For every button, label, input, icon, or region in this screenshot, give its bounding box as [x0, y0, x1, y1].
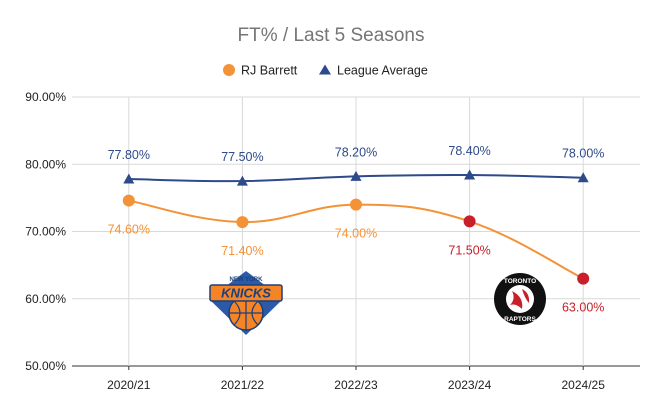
data-point-league-average: [123, 173, 135, 184]
data-label-rj-barrett: 74.00%: [335, 227, 377, 241]
data-point-league-average: [577, 172, 589, 183]
y-tick-label: 90.00%: [25, 90, 66, 104]
data-point-league-average: [350, 170, 362, 181]
legend-label-league-average: League Average: [337, 64, 428, 78]
y-tick-label: 70.00%: [25, 225, 66, 239]
x-axis: 2020/21 2021/22 2022/23 2023/24 2024/25: [107, 366, 605, 392]
grid: [72, 96, 640, 367]
data-point-rj-barrett: [236, 216, 249, 229]
x-tick-label: 2024/25: [562, 378, 606, 392]
chart-title: FT% / Last 5 Seasons: [238, 25, 425, 46]
x-tick-label: 2022/23: [334, 378, 378, 392]
legend: RJ Barrett League Average: [223, 64, 428, 78]
y-tick-label: 80.00%: [25, 157, 66, 171]
y-tick-label: 50.00%: [25, 359, 66, 373]
data-label-rj-barrett: 71.40%: [221, 244, 263, 258]
data-label-league-average: 78.40%: [448, 144, 490, 158]
data-label-rj-barrett: 74.60%: [108, 223, 150, 237]
data-label-league-average: 78.00%: [562, 147, 604, 161]
data-point-rj-barrett: [122, 194, 135, 207]
data-point-rj-barrett: [463, 215, 476, 228]
legend-marker-rj-barrett: [223, 64, 235, 76]
data-point-league-average: [236, 175, 248, 186]
data-label-league-average: 77.50%: [221, 150, 263, 164]
x-tick-label: 2020/21: [107, 378, 151, 392]
data-label-rj-barrett: 63.00%: [562, 301, 604, 315]
x-tick-label: 2021/22: [221, 378, 265, 392]
raptors-logo: TORONTO RAPTORS: [494, 273, 546, 325]
data-label-league-average: 78.20%: [335, 145, 377, 159]
series-layer: 74.60% 71.40% 74.00% 71.50% 63.00% 77.80% 77.5…: [108, 144, 605, 315]
raptors-logo-text: TORONTO: [504, 278, 536, 285]
knicks-logo-subtext: NEW YORK: [230, 277, 264, 283]
x-tick-label: 2023/24: [448, 378, 492, 392]
legend-marker-league-average: [319, 64, 331, 75]
data-label-rj-barrett: 71.50%: [448, 243, 490, 257]
y-tick-label: 60.00%: [25, 292, 66, 306]
knicks-logo-text: KNICKS: [221, 286, 271, 301]
data-point-league-average: [464, 169, 476, 180]
data-point-rj-barrett: [577, 272, 590, 285]
data-label-league-average: 77.80%: [108, 148, 150, 162]
y-axis: 50.00% 60.00% 70.00% 80.00% 90.00%: [25, 90, 66, 373]
knicks-logo: KNICKS NEW YORK: [209, 271, 283, 335]
raptors-logo-subtext: RAPTORS: [504, 316, 536, 323]
data-point-rj-barrett: [350, 198, 362, 211]
legend-label-rj-barrett: RJ Barrett: [241, 64, 298, 78]
